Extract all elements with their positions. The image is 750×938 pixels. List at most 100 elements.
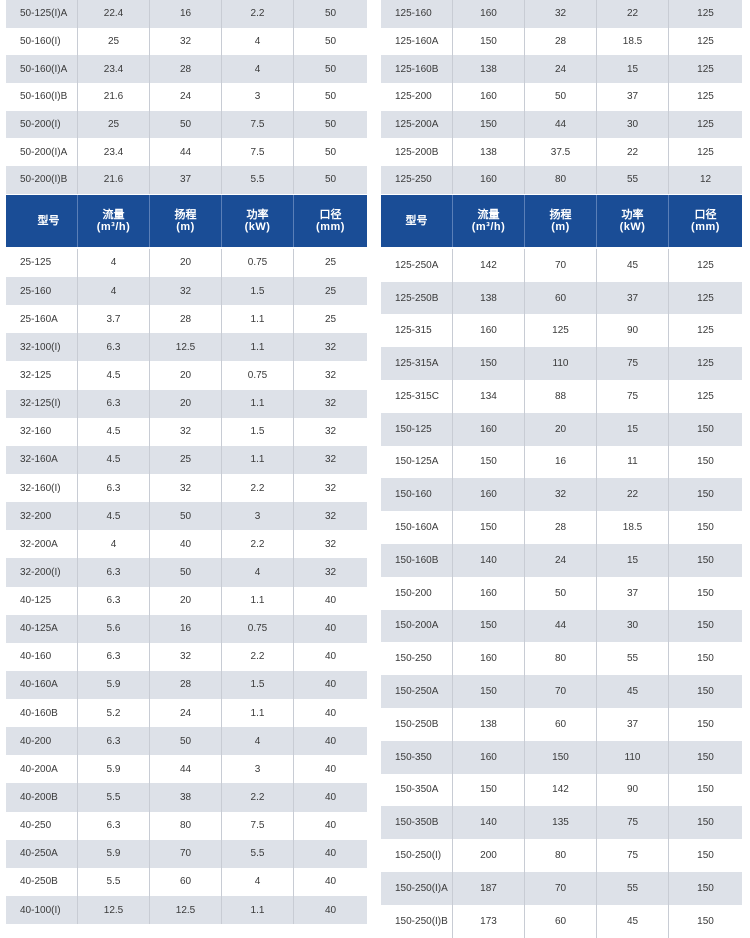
table-row: 32-160A 4.5 25 1.1 32	[6, 445, 367, 474]
model-cell: 32-100(I)	[6, 333, 78, 362]
model-cell: 32-160A	[6, 445, 78, 474]
model-cell: 40-250	[6, 811, 78, 840]
bore-cell: 32	[324, 398, 337, 410]
table-row: 40-250B 5.5 60 4 40	[6, 867, 367, 897]
head-cell: 60	[525, 281, 597, 315]
bore-cell: 50	[324, 36, 337, 48]
head-cell: 44	[525, 110, 597, 139]
power-cell: 37	[597, 83, 669, 111]
bore-cell: 150	[697, 587, 714, 599]
model-cell: 40-160	[6, 642, 78, 671]
flow-cell: 3.7	[78, 305, 150, 334]
head-cell: 150	[525, 740, 597, 774]
power-cell: 5.5	[222, 166, 294, 194]
power-cell: 2.2	[222, 0, 294, 28]
bore-cell: 150	[697, 456, 714, 468]
flow-cell: 160	[453, 642, 525, 676]
power-cell: 22	[597, 138, 669, 167]
table-row: 150-125A 150 16 11 150	[381, 445, 742, 479]
power-cell: 11	[597, 445, 669, 479]
flow-cell: 21.6	[78, 166, 150, 194]
table-row: 50-160(I) 25 32 4 50	[6, 27, 367, 56]
flow-cell: 200	[453, 839, 525, 872]
head-cell: 16	[150, 0, 222, 28]
bore-cell: 40	[324, 876, 337, 888]
table-row: 50-200(I)B 21.6 37 5.5 50	[6, 166, 367, 194]
left-table-header: 型号 流量 (m³/h) 扬程 (m) 功率 (kW) 口径 (mm)	[6, 194, 367, 247]
flow-cell: 142	[453, 248, 525, 282]
bore-cell: 150	[697, 686, 714, 698]
flow-cell: 160	[453, 83, 525, 111]
table-row: 40-200A 5.9 44 3 40	[6, 755, 367, 784]
head-cell: 20	[525, 412, 597, 446]
model-cell: 32-200A	[6, 530, 78, 559]
model-cell: 150-250(I)B	[381, 904, 453, 938]
power-cell: 22	[597, 478, 669, 512]
flow-cell: 140	[453, 806, 525, 840]
bore-cell: 40	[324, 623, 337, 635]
power-cell: 4	[222, 558, 294, 587]
power-cell: 4	[222, 27, 294, 56]
power-cell: 2.2	[222, 473, 294, 503]
table-row: 125-315C 134 88 75 125	[381, 380, 742, 413]
flow-cell: 4	[78, 530, 150, 559]
bore-cell: 50	[324, 91, 337, 103]
head-cell: 32	[150, 473, 222, 503]
table-row: 150-250(I)B 173 60 45 150	[381, 904, 742, 938]
bore-cell: 125	[697, 292, 714, 304]
bore-cell: 40	[324, 904, 337, 916]
bore-cell: 32	[324, 510, 337, 522]
flow-cell: 150	[453, 675, 525, 708]
power-cell: 7.5	[222, 811, 294, 840]
head-cell: 80	[525, 642, 597, 676]
power-cell: 5.5	[222, 839, 294, 868]
head-cell: 60	[525, 904, 597, 938]
flow-cell: 5.6	[78, 614, 150, 643]
bore-cell: 50	[324, 8, 337, 20]
table-row: 32-160 4.5 32 1.5 32	[6, 417, 367, 446]
head-cell: 16	[150, 614, 222, 643]
model-cell: 32-125	[6, 361, 78, 390]
header-model: 型号	[381, 194, 453, 247]
bore-cell: 50	[324, 119, 337, 131]
bore-cell: 32	[324, 482, 337, 494]
bore-cell: 50	[324, 174, 337, 186]
flow-cell: 160	[453, 0, 525, 28]
flow-cell: 150	[453, 609, 525, 643]
head-cell: 50	[525, 83, 597, 111]
model-cell: 150-250(I)	[381, 839, 453, 872]
flow-cell: 6.3	[78, 811, 150, 840]
flow-cell: 6.3	[78, 333, 150, 362]
bore-cell: 40	[324, 735, 337, 747]
power-cell: 15	[597, 55, 669, 84]
head-cell: 24	[525, 55, 597, 84]
flow-cell: 6.3	[78, 473, 150, 503]
flow-cell: 21.6	[78, 83, 150, 111]
head-cell: 16	[525, 445, 597, 479]
model-cell: 125-200B	[381, 138, 453, 167]
flow-cell: 5.5	[78, 867, 150, 897]
table-row: 150-160 160 32 22 150	[381, 478, 742, 512]
table-row: 40-160A 5.9 28 1.5 40	[6, 670, 367, 700]
bore-cell: 150	[697, 489, 714, 501]
table-row: 32-200 4.5 50 3 32	[6, 502, 367, 531]
bore-cell: 40	[324, 848, 337, 860]
power-cell: 15	[597, 412, 669, 446]
bore-cell: 150	[697, 817, 714, 829]
model-cell: 150-350B	[381, 806, 453, 840]
table-row: 50-160(I)A 23.4 28 4 50	[6, 55, 367, 84]
flow-cell: 23.4	[78, 138, 150, 167]
power-cell: 22	[597, 0, 669, 28]
flow-cell: 160	[453, 166, 525, 194]
table-row: 25-160A 3.7 28 1.1 25	[6, 305, 367, 334]
power-cell: 1.1	[222, 586, 294, 615]
bore-cell: 125	[697, 119, 714, 131]
model-cell: 40-125	[6, 586, 78, 615]
model-cell: 150-350	[381, 740, 453, 774]
bore-cell: 150	[697, 882, 714, 894]
flow-cell: 4	[78, 276, 150, 306]
power-cell: 55	[597, 642, 669, 676]
table-row: 125-315A 150 110 75 125	[381, 347, 742, 380]
model-cell: 32-160	[6, 417, 78, 446]
model-cell: 125-160A	[381, 27, 453, 56]
